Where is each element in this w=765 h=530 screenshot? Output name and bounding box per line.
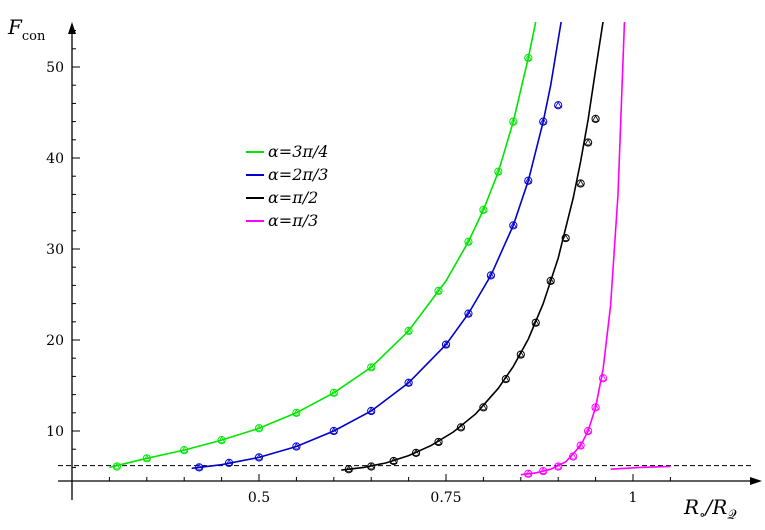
data-point-triangle <box>464 309 473 317</box>
data-point-triangle <box>367 407 375 414</box>
data-point-triangle <box>539 117 547 125</box>
data-point-triangle <box>457 423 465 431</box>
x-axis-title: R∘/R𝒬 <box>683 495 737 523</box>
x-axis-arrow <box>750 477 762 485</box>
data-point-triangle <box>412 449 420 456</box>
data-point-triangle <box>584 138 592 146</box>
data-point-triangle <box>442 340 450 348</box>
series-line <box>109 22 537 469</box>
data-point-triangle <box>389 457 398 464</box>
data-point-triangle <box>225 459 233 466</box>
y-axis-title: Fcon <box>7 15 46 44</box>
curve-layer <box>109 22 671 476</box>
data-point-triangle <box>330 388 338 396</box>
data-point-triangle <box>434 438 443 445</box>
series-line <box>191 22 562 470</box>
data-point-triangle <box>517 350 525 358</box>
legend-label: α=2π/3 <box>268 165 328 184</box>
y-tick-label: 30 <box>46 242 64 258</box>
data-point-triangle <box>255 453 263 461</box>
data-point-triangle <box>479 206 488 213</box>
data-point-triangle <box>494 167 503 175</box>
data-point-triangle <box>180 446 188 453</box>
data-point-triangle <box>576 441 585 449</box>
legend-label: α=π/3 <box>268 211 318 230</box>
data-point-triangle <box>255 424 263 432</box>
legend-label: α=3π/4 <box>268 142 328 161</box>
data-point-triangle <box>367 462 375 470</box>
data-point-triangle <box>464 237 473 245</box>
data-point-triangle <box>143 454 151 462</box>
y-axis-arrow <box>68 22 76 34</box>
x-tick-label: 0.5 <box>248 490 270 506</box>
data-point-triangle <box>404 378 413 386</box>
data-point-triangle <box>434 287 443 294</box>
x-tick-label: 1 <box>629 490 638 506</box>
data-point-triangle <box>591 403 600 411</box>
data-point-triangle <box>599 374 607 382</box>
data-point-triangle <box>509 117 517 125</box>
data-point-triangle <box>292 442 301 450</box>
data-point-triangle <box>367 363 375 371</box>
data-point-triangle <box>524 176 532 184</box>
series-line <box>341 22 604 471</box>
legend: α=3π/4 α=2π/3 α=π/2 α=π/3 <box>246 142 328 230</box>
data-point-triangle <box>554 462 562 470</box>
data-point-triangle <box>569 452 577 460</box>
y-tick-label: 10 <box>46 424 64 440</box>
marker-layer <box>112 53 608 478</box>
y-tick-label: 50 <box>46 60 64 76</box>
data-point-triangle <box>584 427 592 434</box>
axes: 10 20 30 40 50 0.5 0.75 1 <box>46 22 762 506</box>
data-point-triangle <box>345 465 353 473</box>
data-point-triangle <box>532 318 540 326</box>
data-point-triangle <box>509 221 517 229</box>
x-tick-label: 0.75 <box>430 490 461 506</box>
data-point-triangle <box>524 54 532 61</box>
data-point-triangle <box>330 427 338 434</box>
data-point-triangle <box>539 467 547 474</box>
y-tick-label: 40 <box>46 151 64 167</box>
data-point-triangle <box>292 408 301 416</box>
data-point-triangle <box>576 179 585 187</box>
data-point-triangle <box>554 101 562 109</box>
data-point-triangle <box>547 277 555 284</box>
data-point-triangle <box>404 327 413 334</box>
legend-label: α=π/2 <box>268 188 318 207</box>
data-point-triangle <box>487 271 495 279</box>
data-point-triangle <box>113 462 121 470</box>
data-point-triangle <box>479 403 488 411</box>
series-line <box>520 22 626 476</box>
data-point-triangle <box>217 436 226 443</box>
data-point-triangle <box>502 375 510 382</box>
y-tick-label: 20 <box>46 333 64 349</box>
data-point-triangle <box>195 463 203 471</box>
data-point-triangle <box>524 469 532 477</box>
data-point-triangle <box>591 115 600 122</box>
data-point-triangle <box>562 234 570 241</box>
series-branch-line <box>610 465 671 470</box>
